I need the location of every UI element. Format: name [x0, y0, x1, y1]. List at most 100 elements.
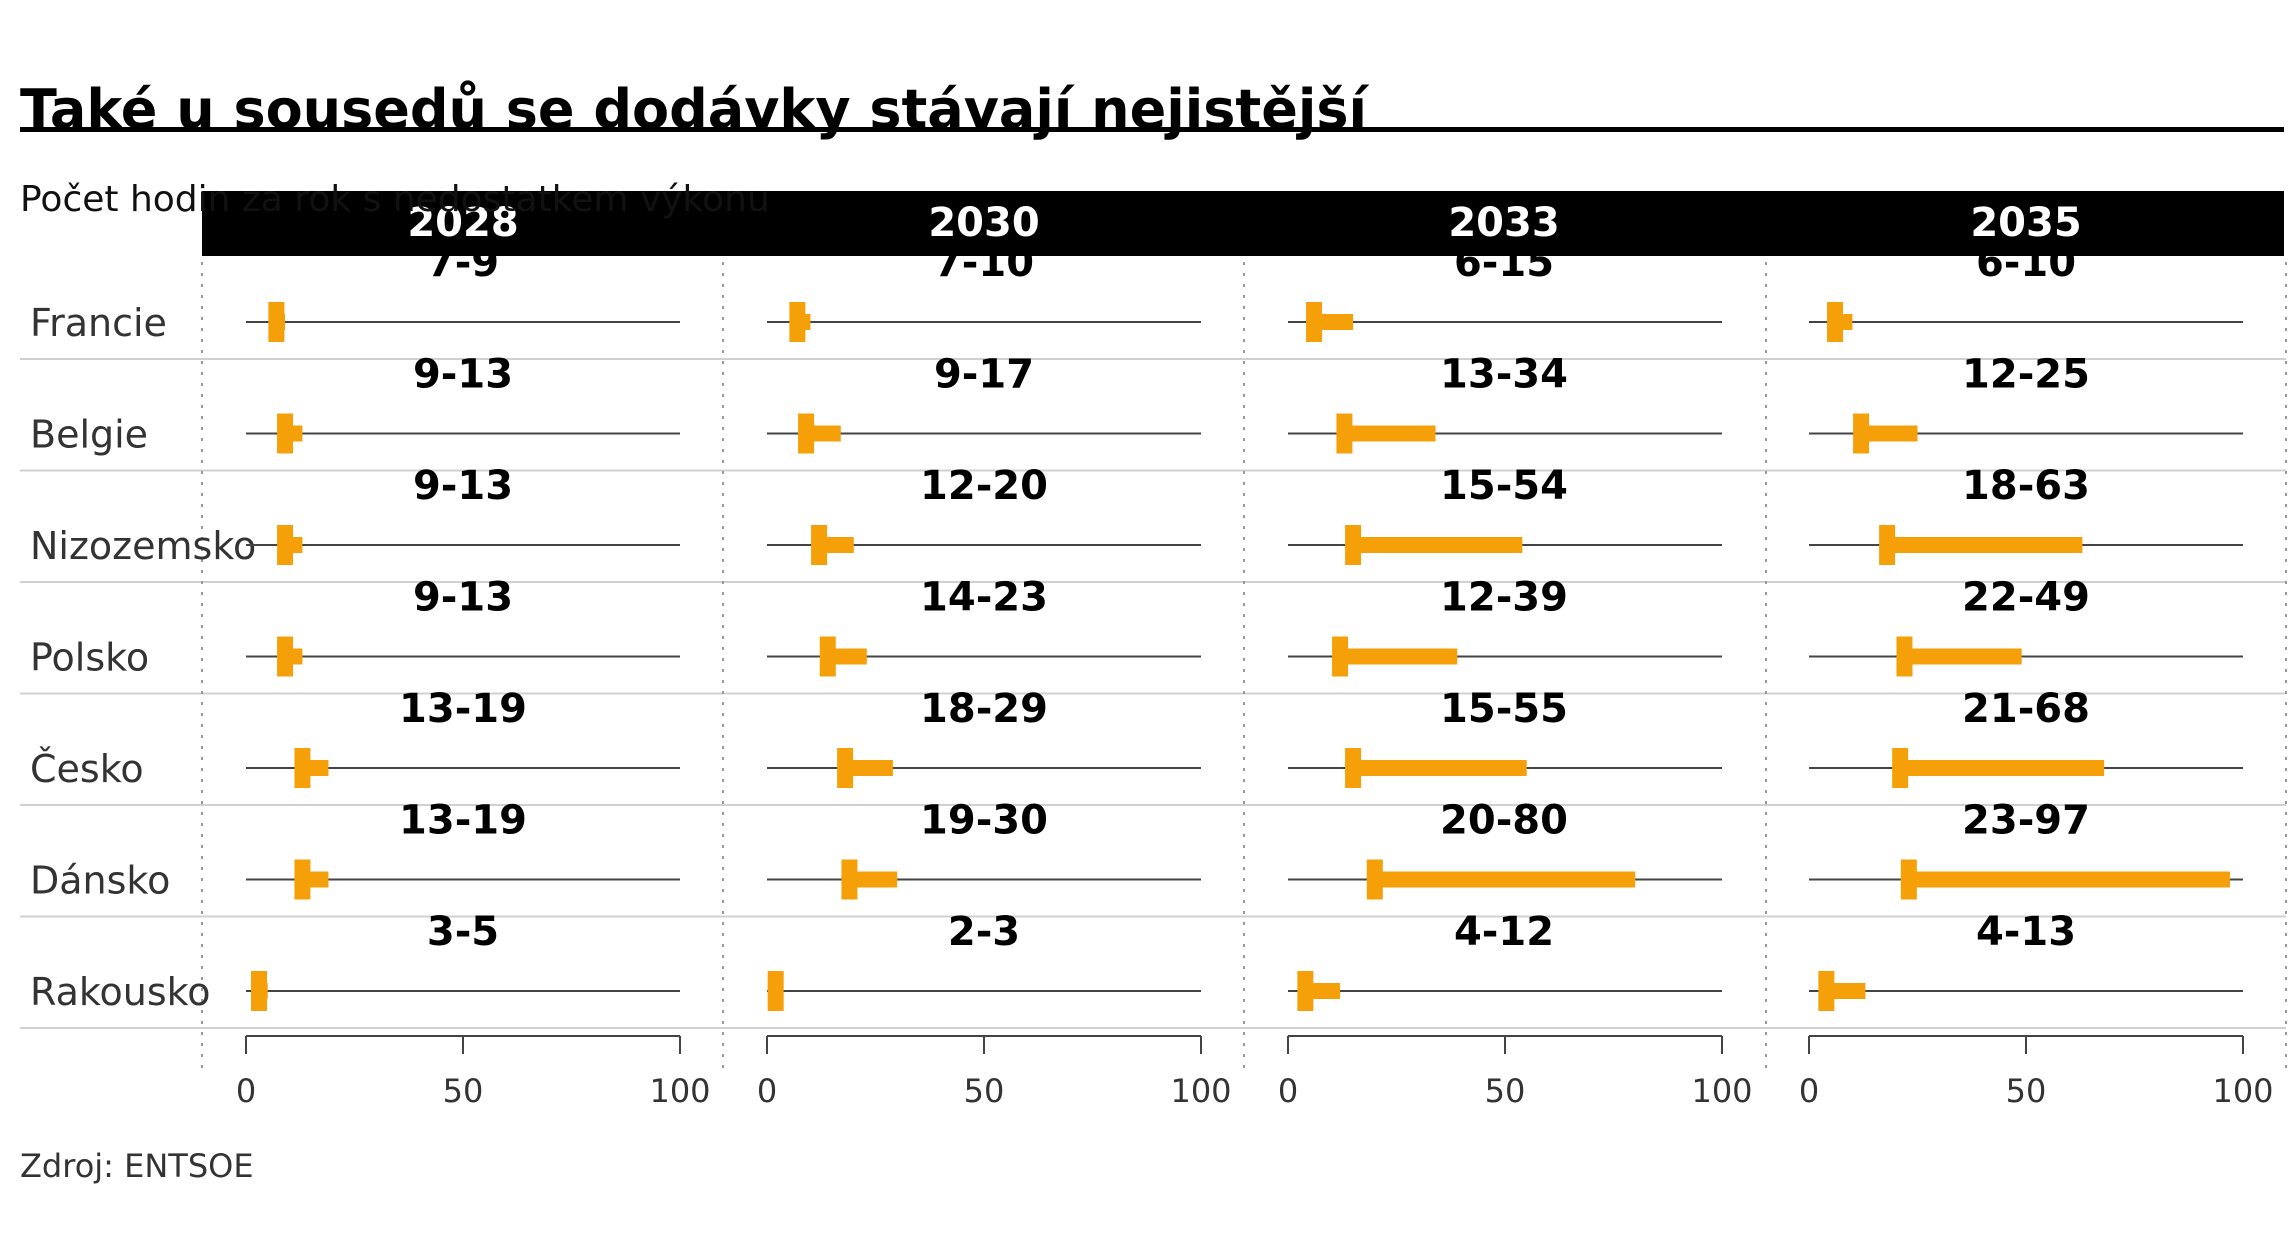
range-label: 3-5 [427, 909, 499, 955]
x-tick-label: 50 [1485, 1072, 1526, 1110]
range-start-marker [789, 302, 806, 342]
range-label: 6-10 [1976, 240, 2076, 286]
range-label: 7-9 [427, 240, 499, 286]
range-bar [1826, 983, 1866, 999]
chart-subtitle: Počet hodin za rok s nedostatkem výkonu [20, 179, 770, 220]
x-tick-label: 100 [2212, 1072, 2273, 1110]
range-bar [1374, 871, 1636, 888]
range-start-marker [841, 859, 858, 900]
range-label: 18-63 [1962, 463, 2090, 509]
range-label: 12-20 [920, 463, 1048, 509]
category-label: Belgie [30, 413, 148, 457]
facet-header-bar [202, 191, 2284, 256]
range-bar [1353, 537, 1523, 553]
range-bar [1900, 760, 2105, 776]
x-tick-label: 0 [236, 1072, 256, 1110]
range-start-marker [277, 413, 294, 454]
range-label: 9-13 [413, 352, 513, 398]
range-label: 14-23 [920, 575, 1048, 621]
range-label: 6-15 [1454, 240, 1554, 286]
range-start-marker [819, 636, 836, 677]
range-label: 21-68 [1962, 686, 2090, 732]
range-label: 15-54 [1440, 463, 1568, 509]
range-bar [827, 648, 867, 665]
range-bar [1305, 983, 1341, 999]
range-bar [1353, 760, 1527, 776]
x-tick-label: 50 [443, 1072, 484, 1110]
category-label: Česko [30, 747, 144, 791]
category-label: Dánsko [30, 859, 170, 903]
range-bar [1887, 537, 2083, 553]
range-start-marker [1345, 748, 1362, 788]
range-label: 22-49 [1962, 575, 2090, 621]
range-label: 23-97 [1962, 798, 2090, 844]
range-bar [1314, 314, 1354, 330]
range-start-marker [268, 302, 285, 342]
range-bar [806, 425, 841, 442]
range-label: 4-13 [1976, 909, 2076, 955]
x-tick-label: 100 [649, 1072, 710, 1110]
range-label: 2-3 [948, 909, 1020, 955]
x-tick-label: 0 [1278, 1072, 1298, 1110]
range-label: 12-39 [1440, 575, 1568, 621]
range-start-marker [1306, 302, 1323, 342]
range-label: 12-25 [1962, 352, 2090, 398]
range-start-marker [1366, 859, 1383, 900]
range-start-marker [1827, 302, 1844, 342]
range-start-marker [1336, 413, 1353, 454]
facet-label-2035: 2035 [1970, 200, 2081, 246]
range-start-marker [811, 525, 828, 565]
x-tick-label: 100 [1170, 1072, 1231, 1110]
source-note: Zdroj: ENTSOE [20, 1147, 254, 1185]
range-label: 13-34 [1440, 352, 1568, 398]
range-start-marker [1332, 636, 1349, 677]
range-label: 13-19 [399, 798, 527, 844]
range-bar [1904, 648, 2022, 665]
range-start-marker [1345, 525, 1362, 565]
range-bar [1908, 871, 2230, 888]
range-start-marker [798, 413, 815, 454]
range-start-marker [837, 748, 854, 788]
category-label: Polsko [30, 636, 149, 680]
range-label: 9-13 [413, 575, 513, 621]
facet-label-2028: 2028 [407, 200, 518, 246]
range-bar [845, 760, 893, 776]
range-start-marker [1892, 748, 1909, 788]
range-start-marker [1297, 971, 1314, 1011]
range-start-marker [251, 971, 268, 1011]
facet-header: 2028 2030 2033 2035 [202, 191, 2284, 256]
range-label: 19-30 [920, 798, 1048, 844]
category-label: Rakousko [30, 970, 211, 1014]
range-bar [1861, 425, 1918, 442]
range-start-marker [1896, 636, 1913, 677]
x-tick-label: 50 [2006, 1072, 2047, 1110]
category-label: Francie [30, 301, 167, 345]
range-start-marker [1900, 859, 1917, 900]
facet-label-2030: 2030 [928, 200, 1039, 246]
facet-label-2033: 2033 [1448, 200, 1559, 246]
range-start-marker [767, 971, 784, 1011]
range-label: 4-12 [1454, 909, 1554, 955]
range-start-marker [294, 748, 311, 788]
range-start-marker [1879, 525, 1896, 565]
x-tick-label: 0 [757, 1072, 777, 1110]
x-tick-label: 50 [964, 1072, 1005, 1110]
range-bar [849, 871, 898, 888]
range-label: 9-17 [934, 352, 1034, 398]
range-start-marker [277, 636, 294, 677]
range-start-marker [1853, 413, 1870, 454]
x-tick-label: 100 [1691, 1072, 1752, 1110]
range-bar [819, 537, 854, 553]
range-label: 13-19 [399, 686, 527, 732]
range-start-marker [294, 859, 311, 900]
range-start-marker [277, 525, 294, 565]
title-underline [20, 127, 2284, 132]
range-label: 20-80 [1440, 798, 1568, 844]
range-bar [1344, 425, 1436, 442]
grid-layer [20, 262, 2287, 1072]
range-label: 9-13 [413, 463, 513, 509]
marks-layer: Francie Belgie Nizozemsko Polsko Česko Dánsko… [30, 240, 2274, 1110]
range-label: 15-55 [1440, 686, 1568, 732]
category-label: Nizozemsko [30, 524, 256, 568]
